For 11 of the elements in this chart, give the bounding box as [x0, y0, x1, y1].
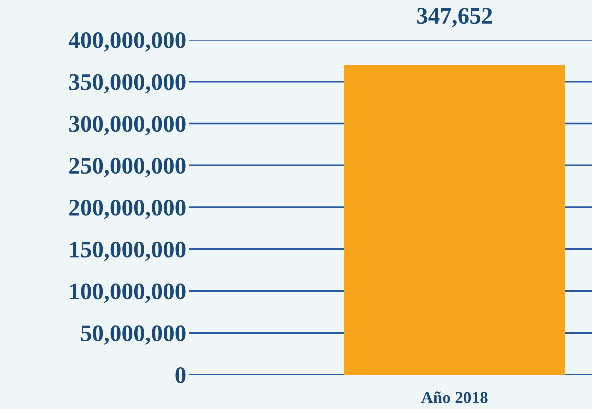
y-tick-label: 350,000,000: [69, 74, 186, 94]
y-tick-label: 400,000,000: [68, 32, 186, 52]
y-tick-label: 300,000,000: [69, 116, 186, 136]
x-tick-label: Año 2018: [421, 392, 488, 404]
y-tick-label: 50,000,000: [81, 326, 186, 345]
text: 347,652: [417, 8, 492, 28]
y-tick-label: 200,000,000: [70, 200, 186, 220]
y-tick-label: 0: [176, 367, 186, 384]
y-tick-label: 100,000,000: [70, 284, 186, 304]
y-tick-label: 150,000,000: [70, 242, 186, 262]
y-tick-label: 250,000,000: [70, 158, 186, 178]
